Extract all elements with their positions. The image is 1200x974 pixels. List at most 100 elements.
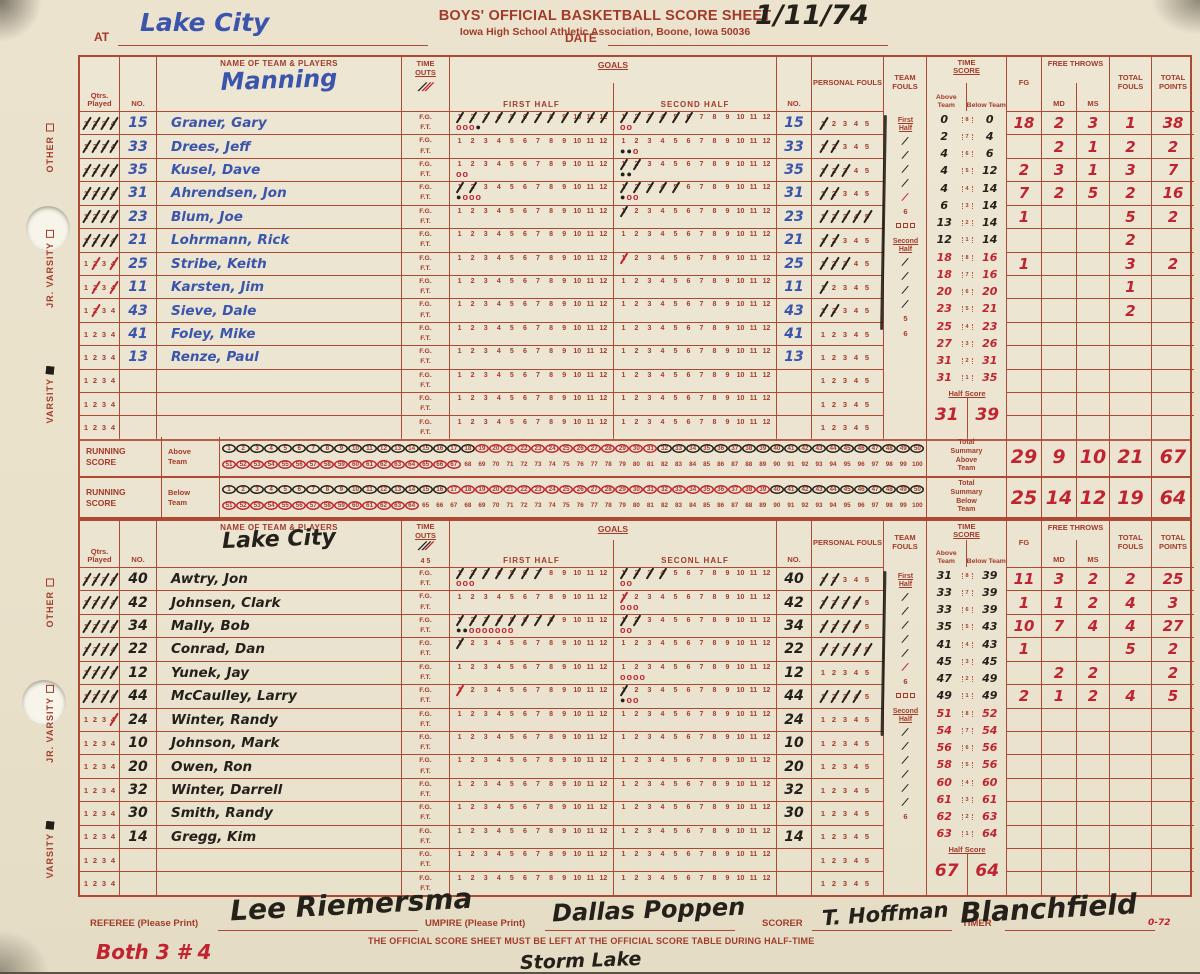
goal-number: 1 [457, 254, 462, 262]
goal-number: 11 [749, 640, 758, 648]
goal-number: 9 [725, 780, 730, 788]
margin-labels-top: OTHER JR. VARSITY VARSITY [30, 110, 70, 437]
running-score-number: 22 [517, 485, 531, 494]
goal-number: 2 [470, 851, 475, 859]
ft-sub-label: F.T. [420, 288, 431, 296]
running-score-number: 30 [629, 444, 643, 453]
time-score-below: 16 [982, 250, 998, 264]
goal-number: 3 [647, 687, 652, 695]
goals-cell: 1 2 3 4 5 6 7 8 9 10 11 12 [614, 730, 777, 755]
goal-number: 9 [725, 348, 730, 356]
goal-numbers: 1 2 3 4 5 6 7 8 9 10 11 12 [450, 276, 613, 287]
goal-number: 10 [573, 184, 582, 192]
goal-number: 4 [656, 114, 669, 121]
goal-number: 6 [686, 207, 691, 215]
goal-number: 2 [634, 804, 639, 812]
running-score-number: 3 [250, 485, 264, 494]
goal-number: 11 [749, 418, 758, 426]
team-fouls-slot [884, 251, 927, 275]
goal-number: 10 [736, 734, 745, 742]
goal-numbers: 1 2 3 4 5 6 7 8 9 10 11 12 [450, 299, 613, 310]
free-throw-marks [614, 767, 776, 778]
qtr-digit: 3 [101, 329, 107, 339]
fg-sub-label: F.G. [419, 663, 432, 671]
goal-numbers: 1 2 3 4 5 6 7 8 9 10 11 12 [450, 182, 613, 193]
goal-number: 8 [549, 593, 554, 601]
fg-ft-label-cell: F.G. F.T. [402, 730, 450, 755]
foul-digit: 2 [831, 855, 837, 865]
goal-number: 12 [762, 710, 771, 718]
team-fouls-printed-number: 5 [903, 313, 908, 323]
goal-number: 7 [699, 593, 704, 601]
goal-number: 5 [509, 640, 514, 648]
goal-number: 9 [725, 570, 730, 578]
foul-digit: 5 [864, 352, 870, 362]
time-score-printed-number: 6 [961, 607, 973, 614]
goal-number: 8 [712, 827, 717, 835]
time-score-above: 18 [936, 250, 952, 264]
qtr-digit: 3 [101, 785, 107, 795]
goal-number: 12 [762, 114, 771, 122]
goal-number: 3 [647, 804, 652, 812]
goal-number: 8 [712, 616, 717, 624]
player-number2-cell: 12 [777, 660, 812, 685]
time-score-below: 52 [982, 706, 998, 720]
running-score-number: 1 [222, 485, 236, 494]
goal-number: 10 [573, 278, 582, 286]
time-score-above: 56 [936, 741, 952, 755]
time-score-below: 4 [985, 129, 994, 143]
goal-number: 8 [549, 874, 554, 882]
goal-numbers: 1 2 3 4 5 6 7 8 9 10 11 12 [450, 732, 613, 743]
fg-sub-label: F.G. [419, 231, 432, 239]
fg-ft-label-cell: F.G. F.T. [402, 134, 450, 158]
col-ms: MS [1077, 540, 1110, 567]
goal-number: 8 [712, 184, 717, 192]
running-score-number: 89 [759, 501, 767, 509]
qtr-digit: 4 [110, 738, 116, 748]
running-score-number-row: 1 2 3 4 5 6 7 8 9 10 11 12 13 14 15 16 17 18 19 20 21 22 23 24 2… [222, 444, 924, 453]
goal-number: 7 [536, 710, 540, 718]
qtr-digit: 1 [83, 668, 89, 678]
goal-number: 10 [736, 137, 745, 145]
foul-digit: 2 [831, 715, 837, 725]
goal-numbers: 1 2 3 4 5 6 7 8 9 10 11 12 [614, 826, 776, 837]
free-throw-mark: o [468, 192, 475, 203]
qtr-digit: 1 [83, 212, 89, 222]
running-score-number: 70 [492, 501, 500, 509]
total-points-cell [1152, 848, 1194, 871]
goal-number: 3 [647, 418, 652, 426]
player-name-cell [157, 392, 402, 416]
margin-label-varsity: VARSITY [45, 820, 55, 878]
free-throw-marks [450, 720, 613, 731]
goal-number: 6 [522, 418, 527, 426]
goal-number: 12 [599, 231, 608, 239]
player-number-cell: 35 [120, 157, 157, 182]
goal-number: 2 [470, 137, 475, 145]
goal-number: 7 [536, 348, 540, 356]
goal-number: 2 [634, 301, 639, 309]
goal-number: 4 [496, 710, 501, 718]
time-score-slot [927, 707, 1007, 731]
player-number2-cell: 41 [777, 321, 812, 346]
running-score-number: 4 [264, 485, 278, 494]
goal-number: 7 [699, 207, 704, 215]
goal-number: 6 [686, 757, 691, 765]
col-total-points: TOTAL POINTS [1159, 533, 1187, 551]
col-second-half: SECOND HALF [614, 83, 777, 111]
goals-cell: 1 2 3 4 5 6 7 8 9 10 11 12 [614, 298, 777, 322]
goal-number: 11 [586, 278, 595, 286]
goal-number: 5 [673, 640, 678, 648]
running-score-number: 6 [292, 444, 306, 453]
goal-number: 8 [549, 734, 554, 742]
free-throw-marks [450, 217, 613, 228]
goal-numbers: 1 2 3 4 5 6 7 8 9 10 11 12 [614, 638, 776, 649]
running-score-number: 66 [433, 460, 447, 469]
qtr-digit: 3 [101, 762, 107, 772]
goal-number: 2 [634, 418, 639, 426]
foul-digit: 2 [831, 644, 837, 654]
time-score-line: 6 3 14 [927, 197, 1007, 214]
goal-number: 10 [736, 687, 745, 695]
goal-number: 6 [686, 278, 691, 286]
